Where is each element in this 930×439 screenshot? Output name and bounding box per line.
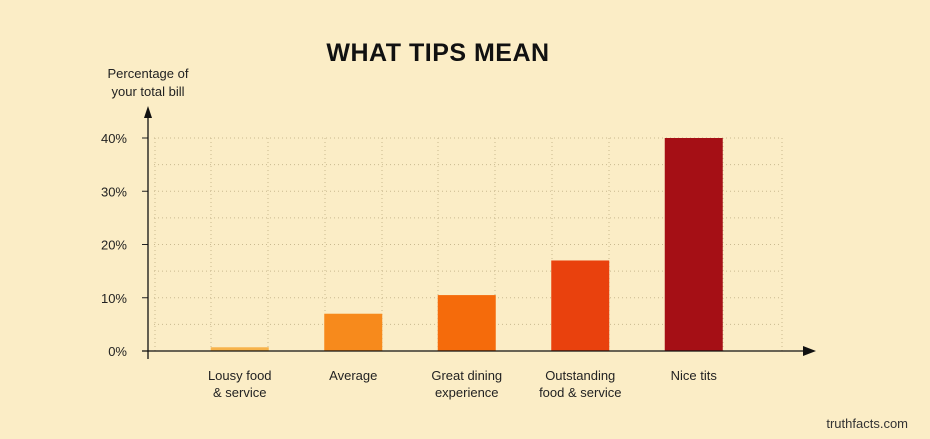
y-tick-label: 30%: [101, 184, 127, 199]
bar: [324, 313, 383, 351]
x-tick-label: Nice tits: [671, 368, 718, 383]
y-axis-label: Percentage of: [108, 66, 189, 81]
bar: [437, 295, 496, 351]
x-tick-label: Outstanding: [545, 368, 615, 383]
x-tick-label: food & service: [539, 385, 621, 400]
y-tick-label: 10%: [101, 291, 127, 306]
x-tick-label: Great dining: [431, 368, 502, 383]
y-tick-label: 20%: [101, 238, 127, 253]
y-tick-label: 0%: [108, 344, 127, 359]
y-axis-arrow: [144, 106, 152, 118]
y-tick-label: 40%: [101, 131, 127, 146]
bar: [664, 138, 723, 351]
bar: [210, 347, 269, 351]
x-axis-arrow: [803, 346, 816, 356]
x-tick-label: Average: [329, 368, 377, 383]
bar: [551, 260, 610, 351]
x-tick-label: experience: [435, 385, 499, 400]
x-tick-label: & service: [213, 385, 266, 400]
y-axis-label: your total bill: [112, 84, 185, 99]
source-credit: truthfacts.com: [826, 416, 908, 431]
chart-title: WHAT TIPS MEAN: [326, 39, 549, 67]
x-tick-label: Lousy food: [208, 368, 272, 383]
